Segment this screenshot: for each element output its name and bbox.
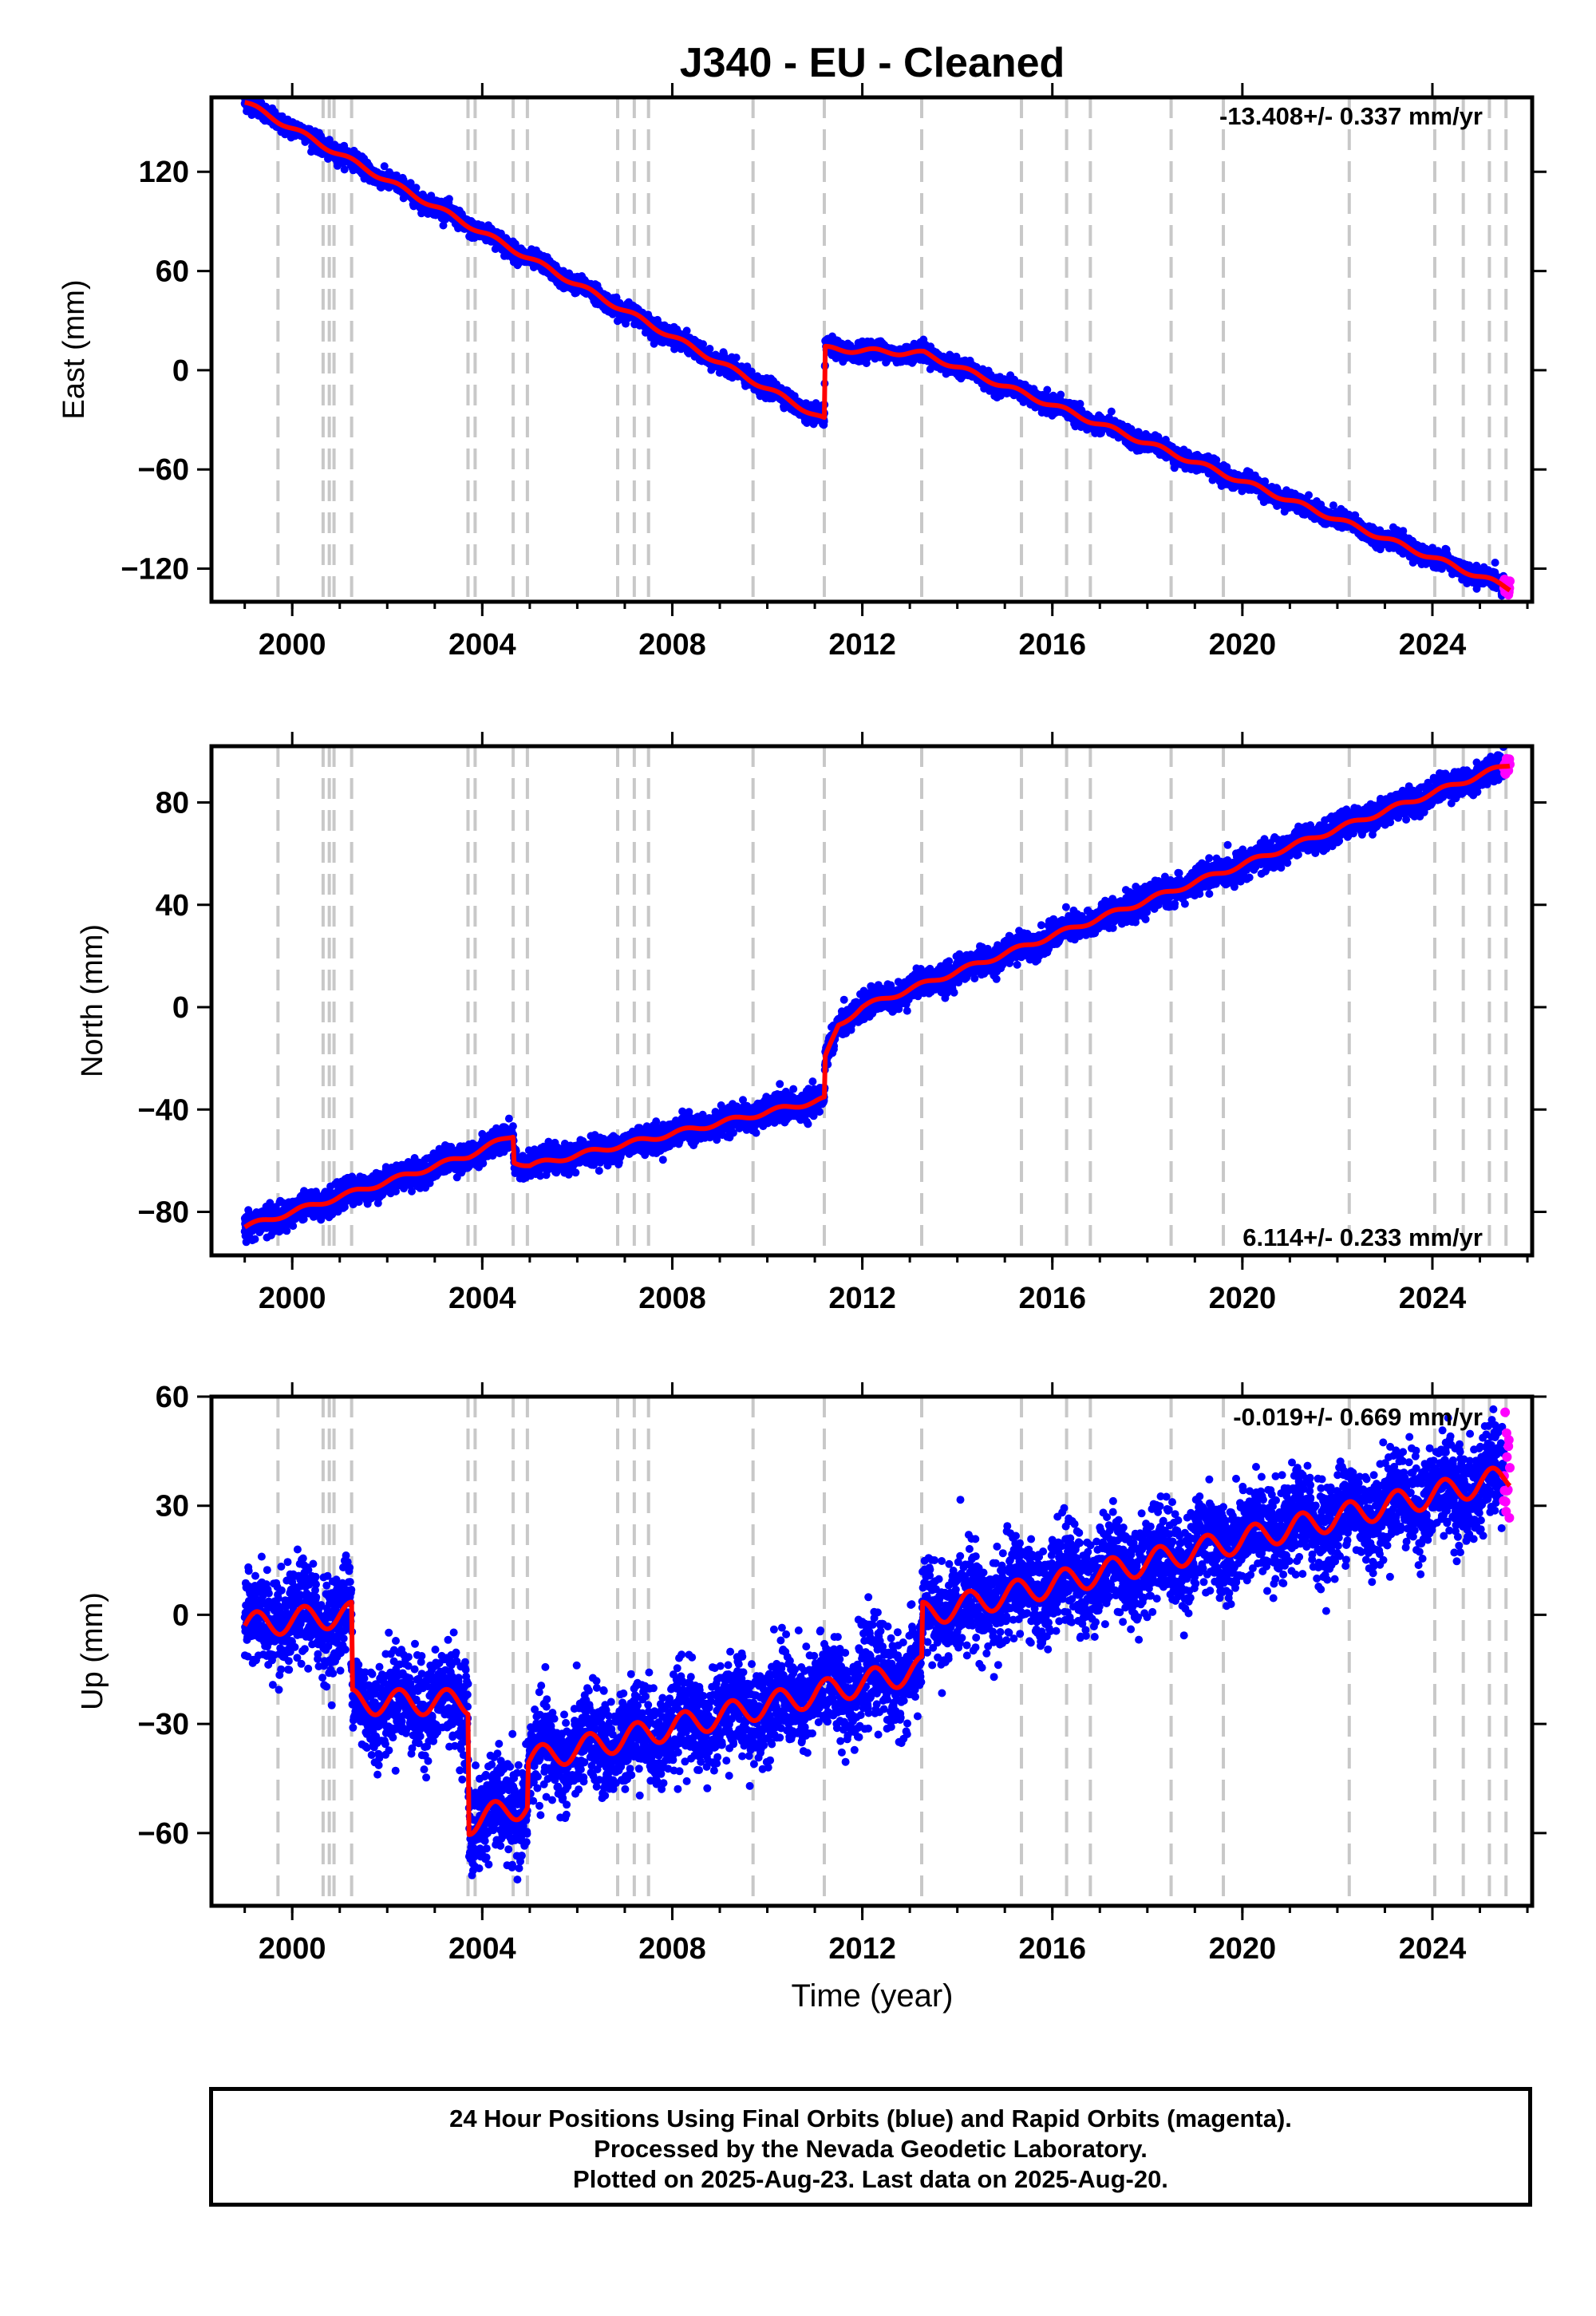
- east-final-orbit-point: [412, 184, 421, 192]
- east-final-orbit-point: [444, 195, 453, 204]
- east-final-orbit-point: [732, 354, 741, 362]
- east-final-orbit-point: [380, 162, 389, 171]
- east-plot-content: [240, 97, 1515, 602]
- east-final-orbit-point: [1107, 407, 1116, 416]
- east-final-orbit-point: [439, 221, 448, 230]
- east-final-orbit-point: [1057, 390, 1065, 399]
- east-final-orbit-point: [682, 326, 691, 335]
- east-final-orbit-point: [1043, 385, 1052, 394]
- east-plot-area: 2000 2004 2008 2012 2016 2020 2024−120−6006012…: [120, 83, 1547, 662]
- east-final-orbit-points: [240, 97, 1508, 600]
- east-final-orbit-point: [325, 136, 334, 144]
- east-final-orbit-point: [705, 345, 714, 353]
- east-panel: 2000 2004 2008 2012 2016 2020 2024−120−6006012…: [57, 83, 1547, 662]
- east-final-orbit-point: [340, 165, 349, 174]
- chart-title: J340 - EU - Cleaned: [680, 40, 1065, 86]
